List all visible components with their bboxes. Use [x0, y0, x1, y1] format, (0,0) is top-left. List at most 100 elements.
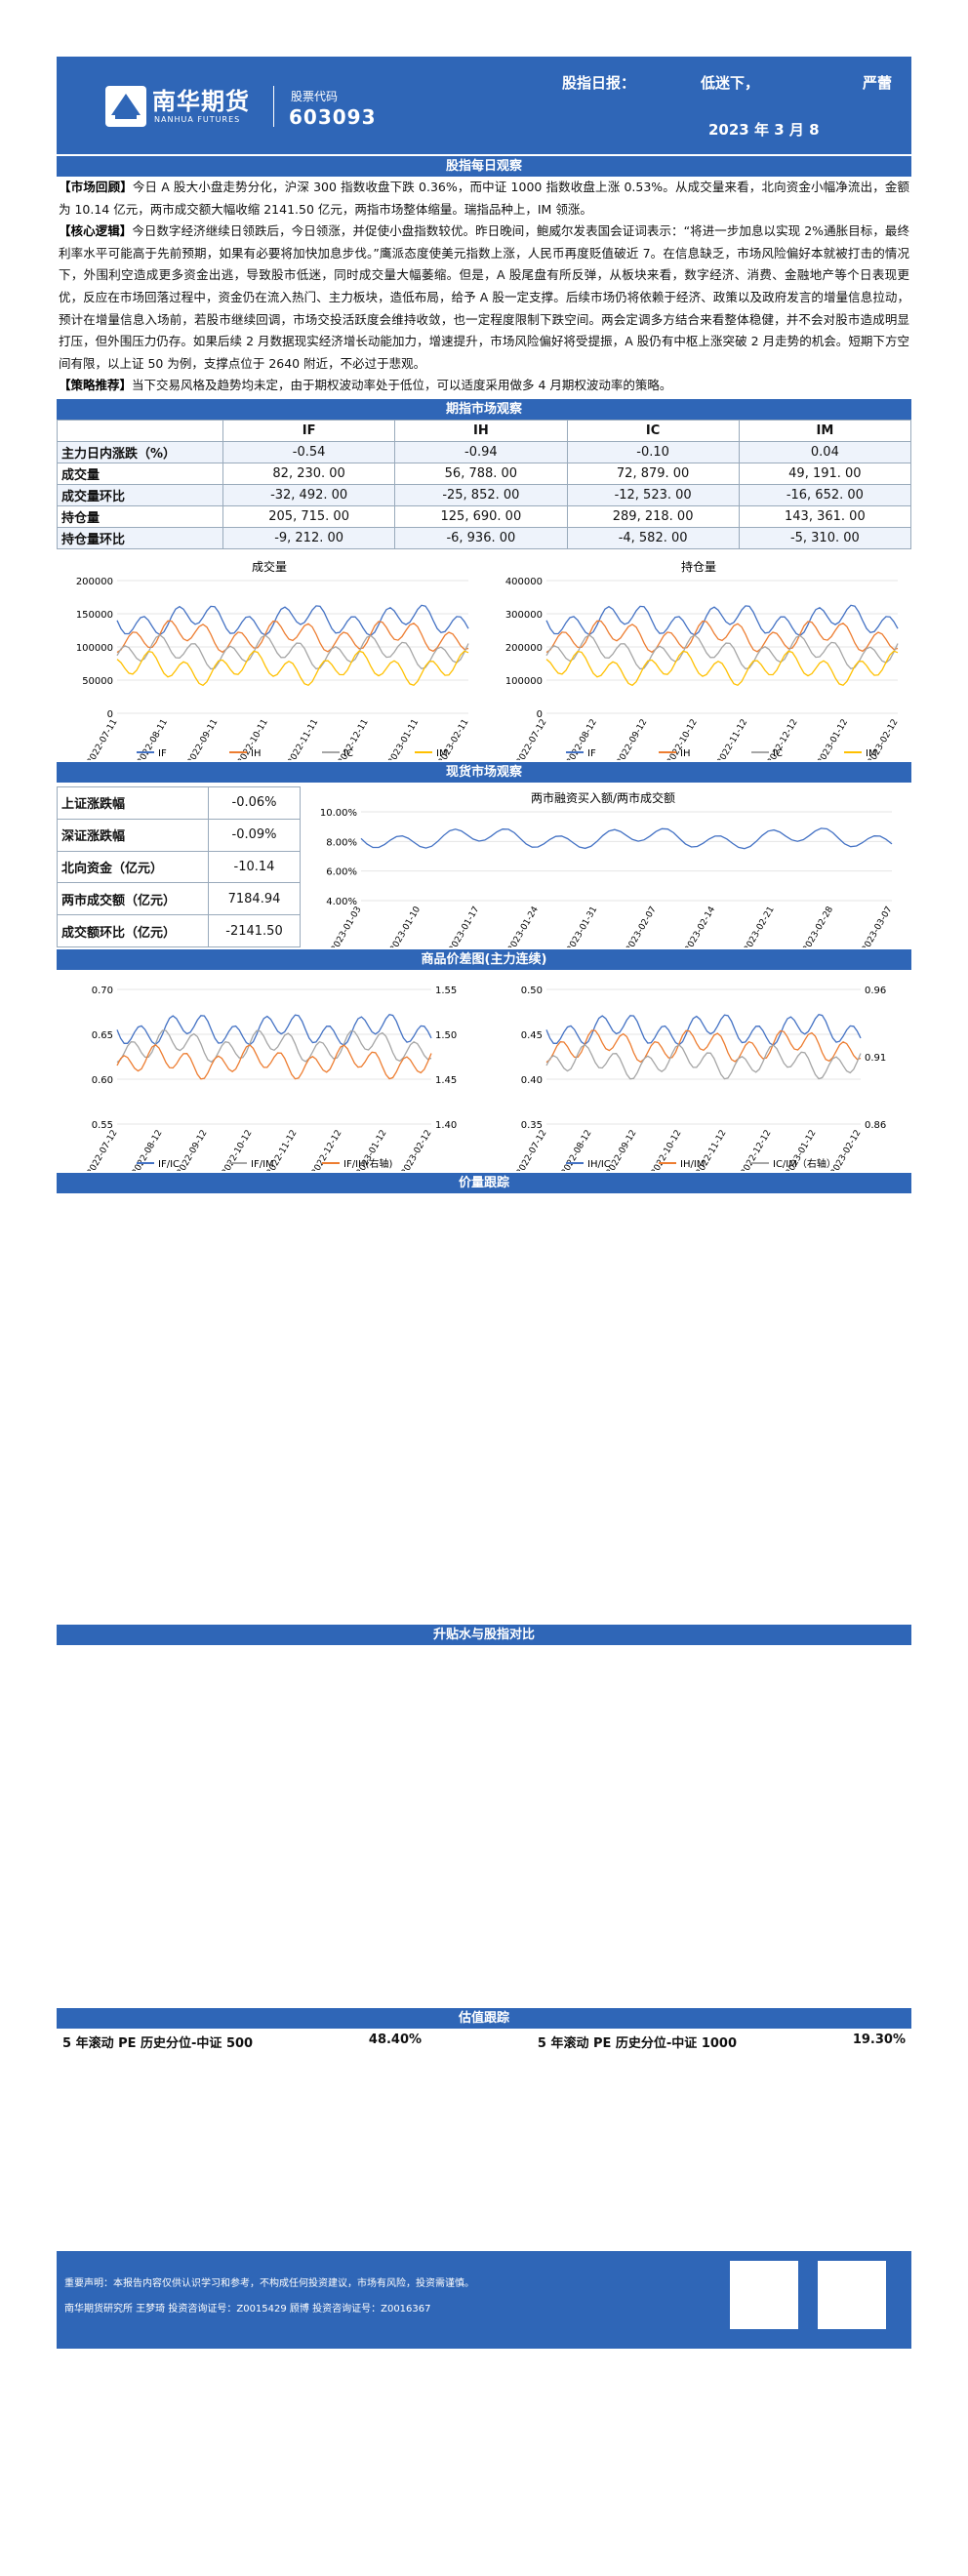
- table-cell: 7184.94: [208, 882, 301, 916]
- series-line: [545, 620, 899, 654]
- table-cell: -16, 652. 00: [738, 483, 912, 506]
- table-header-row: IF IH IC IM: [57, 419, 912, 442]
- y-tick-label: 0.40: [521, 1075, 543, 1086]
- table-header: IF: [222, 419, 396, 442]
- valuation-charts: [57, 2055, 911, 2245]
- section-spot: 现货市场观察: [57, 761, 911, 783]
- y2-tick-label: 1.55: [435, 986, 457, 996]
- table-row: 主力日内涨跌（%） -0.54 -0.94 -0.10 0.04: [57, 440, 912, 463]
- table-cell: -25, 852. 00: [394, 483, 568, 506]
- x-tick-label: 2022-11-11: [286, 717, 320, 760]
- table-cell: -2141.50: [208, 914, 301, 947]
- legend-label: IF: [587, 748, 596, 759]
- paragraph-logic: 【核心逻辑】今日数字经济继续日领跌后，今日领涨，并促使小盘指数较优。昨日晚间，鲍…: [57, 221, 911, 375]
- x-tick-label: 2023-02-28: [801, 905, 835, 947]
- table-cell: -0.94: [394, 440, 568, 463]
- table-header: [57, 419, 223, 442]
- series-line: [545, 1013, 862, 1046]
- table-cell: -6, 936. 00: [394, 526, 568, 549]
- stock-code-label: 股票代码: [291, 90, 339, 103]
- qr-code-icon: [818, 2260, 886, 2329]
- brand-name: 南华期货: [152, 88, 250, 115]
- y-tick-label: 0.45: [521, 1030, 543, 1041]
- x-tick-label: 2022-07-12: [86, 1128, 120, 1171]
- row-label: 成交量环比: [57, 483, 223, 506]
- series-line: [545, 1043, 862, 1080]
- series-line: [545, 650, 899, 687]
- ih-spread-chart-svg: 0.50 0.45 0.40 0.35 0.96 0.91 0.86 2022-07-12 20…: [515, 986, 886, 1178]
- y-tick-label: 0.70: [92, 986, 113, 996]
- table-row: 成交额环比（亿元） -2141.50: [57, 914, 301, 947]
- table-cell: 143, 361. 00: [738, 504, 912, 528]
- table-row: 两市成交额（亿元） 7184.94: [57, 882, 301, 916]
- table-header: IM: [738, 419, 912, 442]
- section-basis: 升贴水与股指对比: [57, 1624, 911, 1645]
- x-tick-label: 2023-02-07: [625, 905, 659, 947]
- x-tick-label: 2022-11-12: [715, 717, 749, 760]
- x-tick-label: 2023-01-10: [388, 905, 423, 947]
- spot-table: 上证涨跌幅 -0.06% 深证涨跌幅 -0.09% 北向资金（亿元） -10.14 两…: [57, 785, 301, 947]
- x-tick-label: 2022-09-11: [186, 717, 221, 760]
- x-tick-label: 2022-07-12: [515, 717, 549, 760]
- x-tick-label: 2023-01-11: [386, 717, 421, 760]
- chart-title: 两市融资买入额/两市成交额: [531, 790, 675, 805]
- table-header: IH: [394, 419, 568, 442]
- y-tick-label: 0: [107, 709, 113, 720]
- pe-label-left: 5 年滚动 PE 历史分位-中证 500: [62, 2035, 254, 2051]
- table-cell: 72, 879. 00: [566, 462, 740, 485]
- text-review: 今日 A 股大小盘走势分化，沪深 300 指数收盘下跌 0.36%，而中证 10…: [59, 180, 909, 217]
- table-cell: 49, 191. 00: [738, 462, 912, 485]
- y2-tick-label: 1.50: [435, 1030, 457, 1041]
- x-tick-label: 2022-07-12: [515, 1128, 549, 1171]
- table-row: 持仓量环比 -9, 212. 00 -6, 936. 00 -4, 582. 00 -5…: [57, 526, 912, 549]
- legend-label: IM: [866, 748, 877, 759]
- legend-label: IH: [251, 748, 261, 759]
- disclaimer: 重要声明：本报告内容仅供认识学习和参考，不构成任何投资建议，市场有风险，投资需谨…: [64, 2277, 474, 2289]
- x-tick-label: 2023-01-12: [816, 717, 850, 760]
- legend-label: IF/IM: [251, 1159, 274, 1170]
- table-cell: -4, 582. 00: [566, 526, 740, 549]
- table-cell: -5, 310. 00: [738, 526, 912, 549]
- report: 南华期货 NANHUA FUTURES 股票代码 603093 股指日报： 低迷…: [57, 57, 912, 2349]
- row-label: 上证涨跌幅: [57, 785, 209, 820]
- text-strategy: 当下交易风格及趋势均未定，由于期权波动率处于低位，可以适度采用做多 4 月期权波…: [132, 378, 672, 393]
- tag-strategy: 【策略推荐】: [59, 378, 133, 393]
- table-cell: -9, 212. 00: [222, 526, 396, 549]
- ih-spread-chart: 0.50 0.45 0.40 0.35 0.96 0.91 0.86 2022-07-12 20…: [486, 976, 911, 1178]
- y-tick-label: 6.00%: [326, 867, 357, 878]
- series-line: [545, 634, 899, 670]
- x-tick-label: 2023-01-31: [566, 905, 600, 947]
- report-tone: 低迷下，: [701, 74, 760, 92]
- x-tick-label: 2022-12-12: [310, 1128, 344, 1171]
- table-header: IC: [566, 419, 740, 442]
- margin-ratio-chart: 两市融资买入额/两市成交额 10.00% 8.00% 6.00% 4.00% 2023-0…: [301, 786, 906, 954]
- legend-label: IC/IM（右轴）: [773, 1157, 836, 1170]
- y-tick-label: 8.00%: [326, 837, 357, 848]
- y-tick-label: 0: [537, 709, 543, 720]
- legend-label: IC: [773, 748, 783, 759]
- table-cell: -0.06%: [208, 785, 301, 820]
- margin-ratio-chart-svg: 两市融资买入额/两市成交额10.00%8.00%6.00%4.00%2023-0…: [320, 790, 895, 954]
- basis-area: [57, 1645, 911, 2006]
- table-row: 北向资金（亿元） -10.14: [57, 850, 301, 884]
- futures-charts: 成交量 200000 150000 100000 50000 0 2022-07-11 202…: [57, 555, 911, 767]
- y-tick-label: 200000: [76, 577, 113, 587]
- series-line: [116, 1013, 432, 1046]
- chart-title: 成交量: [252, 559, 287, 574]
- y-tick-label: 300000: [505, 610, 543, 621]
- y2-tick-label: 0.96: [865, 986, 886, 996]
- x-tick-label: 2023-02-14: [683, 905, 717, 947]
- table-row: 深证涨跌幅 -0.09%: [57, 818, 301, 852]
- section-spread: 商品价差图(主力连续): [57, 948, 911, 970]
- y2-tick-label: 0.91: [865, 1053, 886, 1064]
- y-tick-label: 200000: [505, 643, 543, 654]
- if-spread-chart-svg: 0.70 0.65 0.60 0.55 1.55 1.50 1.45 1.40 2022-07-…: [86, 986, 457, 1178]
- x-tick-label: 2023-02-21: [743, 905, 777, 947]
- report-author: 严蕾: [863, 74, 893, 92]
- row-label: 成交额环比（亿元）: [57, 914, 209, 947]
- x-tick-label: 2022-07-11: [86, 717, 120, 760]
- header-divider: [273, 86, 274, 127]
- open-interest-chart: 持仓量 400000 300000 200000 100000 0 2022-07-12 20…: [486, 555, 911, 767]
- series-line: [545, 1029, 862, 1064]
- x-tick-label: 2022-12-12: [766, 717, 800, 760]
